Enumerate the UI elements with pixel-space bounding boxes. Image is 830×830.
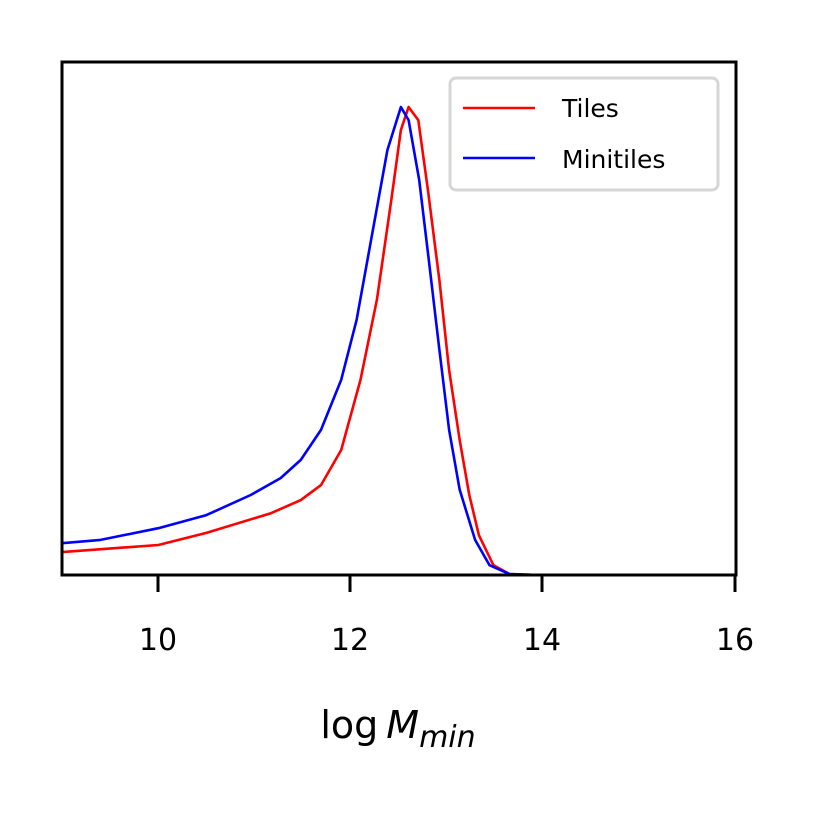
- x-tick-label: 12: [331, 623, 369, 658]
- legend-box: [448, 76, 720, 192]
- legend: Tiles Minitiles: [448, 76, 720, 192]
- tiles-line: [61, 105, 736, 577]
- x-axis-label-sub: min: [419, 720, 476, 755]
- x-axis: 10 12 14 16 log Mmin: [139, 575, 754, 755]
- x-tick-label: 16: [716, 623, 754, 658]
- x-axis-label-prefix: log: [320, 703, 378, 747]
- axes-frame: [60, 60, 738, 577]
- minitiles-line: [61, 105, 736, 577]
- x-tick-label: 14: [523, 623, 561, 658]
- x-axis-label-var: M: [386, 703, 419, 747]
- legend-label-tiles: Tiles: [561, 94, 619, 123]
- x-tick-label: 10: [139, 623, 177, 658]
- x-axis-label: log Mmin: [320, 703, 475, 755]
- legend-label-minitiles: Minitiles: [562, 145, 665, 174]
- plot-area: [61, 105, 736, 577]
